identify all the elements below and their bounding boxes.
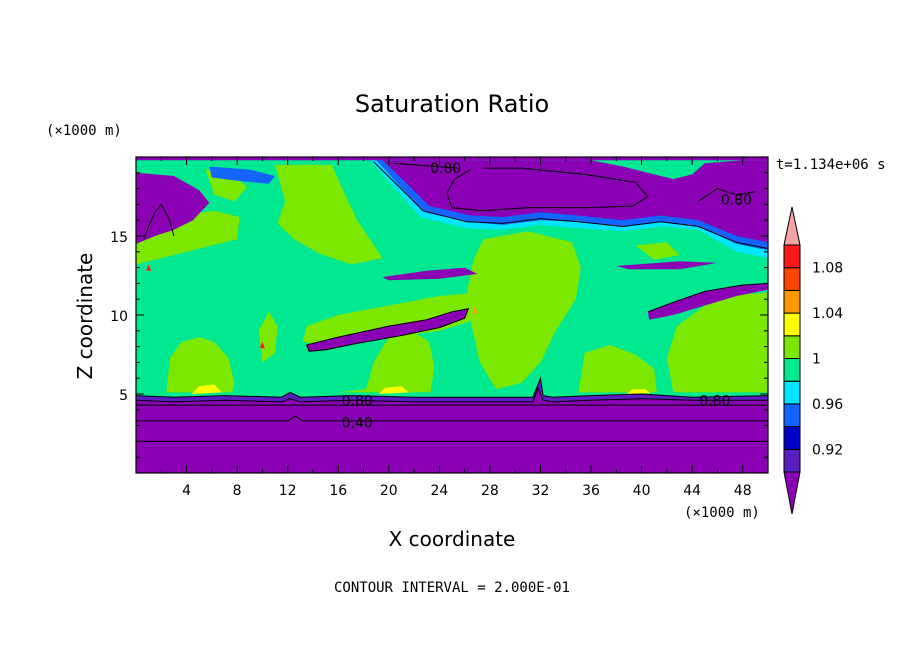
colorbar-band	[783, 289, 801, 314]
contour-region	[302, 292, 475, 345]
contour-label: 0.80	[721, 193, 752, 209]
contour-region	[635, 242, 680, 260]
colorbar-label: 1	[812, 352, 821, 368]
contour-region	[382, 267, 478, 281]
contour-region	[209, 166, 275, 184]
colorbar-label: 0.92	[812, 442, 843, 458]
colorbar-label: 1.04	[812, 306, 843, 322]
contour-region	[472, 307, 478, 314]
x-tick-label: 16	[329, 483, 347, 499]
contour-label: 0.80	[699, 393, 730, 409]
colorbar-band	[783, 244, 801, 269]
x-tick-label: 40	[633, 483, 651, 499]
contour-line	[698, 188, 756, 202]
colorbar-band	[783, 335, 801, 359]
contour-lines	[136, 161, 768, 442]
y-axis-ticks: 5 10 15	[110, 172, 768, 458]
contour-region	[258, 311, 278, 363]
contour-interval-footer: CONTOUR INTERVAL = 2.000E-01	[334, 580, 570, 596]
contour-line	[306, 308, 470, 352]
x-unit-label: (×1000 m)	[684, 505, 760, 521]
colorbar: 0.92 0.96 1 1.04 1.08	[783, 206, 843, 515]
contour-line	[143, 203, 175, 240]
x-tick-label: 8	[233, 483, 242, 499]
x-axis-ticks: 4 8 12 16 20 24 28 32 36 40 44 48	[160, 157, 769, 499]
contour-label: 0.80	[430, 161, 461, 177]
contour-labels: 0.80 0.80 0.80 0.40 0.80	[342, 161, 752, 431]
y-tick-label: 15	[110, 230, 128, 246]
x-tick-label: 4	[182, 483, 191, 499]
x-axis-label: X coordinate	[389, 527, 516, 551]
contour-line	[136, 415, 768, 422]
colorbar-band	[783, 380, 801, 405]
colorbar-lower-arrow	[783, 471, 801, 515]
contour-region	[666, 292, 768, 393]
y-axis-label: Z coordinate	[73, 253, 97, 380]
contour-line	[392, 162, 459, 169]
colorbar-label: 1.08	[812, 261, 843, 277]
contour-line	[136, 376, 768, 398]
x-tick-label: 48	[734, 483, 752, 499]
x-tick-label: 36	[582, 483, 600, 499]
contour-line	[373, 161, 768, 250]
contour-region	[626, 389, 651, 394]
contour-region	[136, 387, 768, 473]
contour-region	[275, 164, 383, 265]
colorbar-band	[783, 267, 801, 291]
colorbar-band	[783, 312, 801, 337]
contour-label: 0.80	[342, 393, 373, 409]
contour-region	[647, 283, 768, 320]
x-tick-label: 20	[380, 483, 398, 499]
colorbar-band	[783, 426, 801, 450]
contour-region	[136, 172, 210, 244]
x-tick-label: 12	[279, 483, 297, 499]
contour-region	[166, 337, 235, 393]
contour-line	[647, 282, 768, 313]
contour-line	[446, 167, 649, 212]
y-tick-label: 5	[119, 388, 128, 404]
contour-region	[578, 345, 657, 393]
colorbar-band	[783, 403, 801, 428]
y-unit-label: (×1000 m)	[46, 123, 122, 139]
contour-line	[136, 386, 768, 403]
colorbar-upper-arrow	[783, 206, 801, 246]
contour-fill	[136, 157, 768, 473]
x-tick-label: 24	[430, 483, 448, 499]
contour-region	[467, 231, 581, 390]
contour-region	[378, 386, 409, 394]
y-tick-label: 10	[110, 309, 128, 325]
contour-region	[382, 160, 768, 243]
contour-region	[191, 384, 222, 394]
contour-label: 0.40	[342, 415, 373, 431]
contour-region	[338, 332, 435, 393]
chart-title: Saturation Ratio	[355, 90, 549, 118]
time-label: t=1.134e+06 s	[776, 157, 886, 173]
x-tick-label: 32	[532, 483, 550, 499]
colorbar-label: 0.96	[812, 397, 843, 413]
colorbar-band	[783, 448, 801, 473]
x-tick-label: 44	[683, 483, 701, 499]
x-tick-label: 28	[481, 483, 499, 499]
contour-region	[146, 264, 152, 271]
contour-region	[616, 261, 718, 270]
contour-region	[259, 341, 265, 349]
colorbar-band	[783, 358, 801, 382]
contour-region	[136, 157, 768, 161]
